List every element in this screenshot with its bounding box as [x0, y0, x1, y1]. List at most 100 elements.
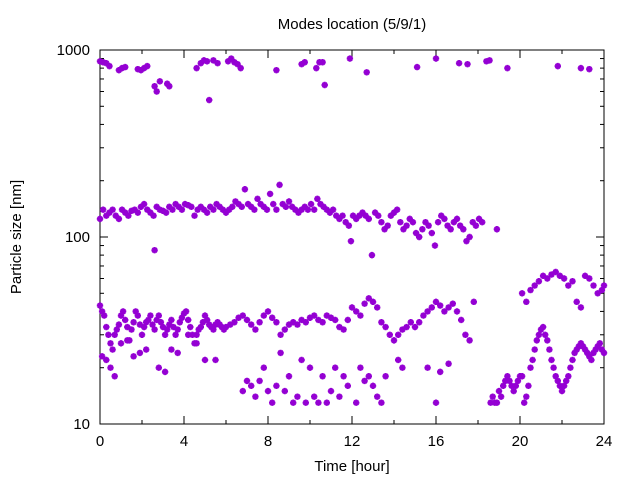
data-point: [137, 66, 145, 74]
data-point: [369, 298, 377, 306]
data-point: [397, 218, 404, 226]
data-point: [594, 290, 601, 297]
data-point: [153, 88, 160, 95]
data-point: [537, 326, 545, 333]
data-point: [531, 282, 538, 289]
data-point: [552, 373, 559, 380]
data-point: [273, 319, 280, 326]
data-point: [134, 312, 141, 319]
data-point: [552, 268, 559, 276]
data-point: [313, 64, 320, 72]
data-point: [130, 353, 137, 360]
data-point: [475, 215, 483, 223]
data-point: [428, 304, 435, 311]
data-point: [239, 312, 246, 319]
data-point: [99, 206, 107, 213]
data-point: [263, 206, 271, 213]
data-point: [378, 218, 385, 226]
data-point: [550, 364, 557, 371]
data-point: [260, 364, 267, 371]
data-point: [153, 203, 160, 211]
data-point: [109, 346, 116, 353]
data-point: [362, 212, 369, 219]
data-point: [315, 316, 322, 324]
data-point: [98, 308, 106, 315]
data-point: [369, 382, 377, 390]
data-point: [315, 399, 322, 406]
data-point: [260, 203, 267, 211]
data-point: [600, 349, 608, 357]
data-point: [575, 343, 582, 350]
x-tick-label: 16: [428, 433, 445, 450]
data-point: [508, 382, 515, 390]
data-point: [525, 382, 532, 390]
data-point: [445, 360, 452, 367]
data-point: [256, 319, 263, 326]
data-point: [168, 316, 175, 324]
data-point: [359, 209, 366, 216]
data-point: [207, 203, 214, 211]
data-point: [346, 55, 354, 62]
data-point: [342, 218, 349, 226]
data-point: [493, 226, 501, 233]
chart-title: Modes location (5/9/1): [278, 16, 426, 33]
data-point: [243, 316, 251, 324]
data-point: [210, 206, 217, 213]
data-point: [188, 203, 195, 211]
data-point: [219, 206, 227, 213]
data-point: [527, 364, 534, 371]
data-point: [216, 321, 223, 328]
data-point: [518, 373, 526, 380]
data-point: [314, 195, 321, 203]
data-point: [159, 207, 167, 215]
data-point: [138, 331, 146, 338]
data-point: [581, 272, 589, 280]
data-point: [175, 203, 182, 211]
data-point: [269, 399, 276, 406]
data-point: [489, 393, 496, 400]
data-point: [406, 215, 413, 223]
data-point: [298, 60, 305, 68]
data-point: [248, 203, 255, 211]
data-point: [399, 326, 406, 333]
data-point: [531, 346, 538, 353]
data-point: [539, 323, 547, 331]
data-point: [319, 319, 326, 326]
data-point: [363, 69, 370, 76]
data-point: [185, 331, 192, 338]
data-point: [164, 326, 171, 333]
data-point: [453, 215, 461, 223]
data-point: [185, 201, 192, 209]
data-point: [327, 387, 335, 395]
data-point: [586, 353, 593, 360]
data-point: [560, 382, 568, 390]
data-point: [424, 364, 431, 371]
data-point: [248, 382, 255, 390]
data-points: [96, 55, 608, 406]
data-point: [444, 222, 451, 229]
data-point: [185, 316, 192, 324]
data-point: [432, 399, 440, 406]
data-point: [469, 218, 476, 226]
data-point: [493, 399, 501, 406]
data-point: [374, 304, 381, 311]
data-point: [386, 331, 393, 338]
data-point: [193, 64, 200, 72]
data-point: [577, 304, 585, 311]
data-point: [264, 387, 272, 395]
data-point: [136, 321, 144, 328]
data-point: [117, 340, 125, 347]
data-point: [115, 321, 123, 328]
data-point: [400, 226, 407, 233]
data-point: [326, 209, 334, 216]
data-point: [224, 58, 232, 65]
data-point: [231, 319, 238, 326]
data-point: [107, 364, 114, 371]
data-point: [365, 215, 372, 223]
data-point: [122, 63, 129, 71]
data-point: [361, 300, 368, 307]
data-point: [407, 319, 414, 326]
data-point: [542, 331, 549, 338]
data-point: [584, 349, 591, 357]
data-point: [194, 206, 201, 213]
